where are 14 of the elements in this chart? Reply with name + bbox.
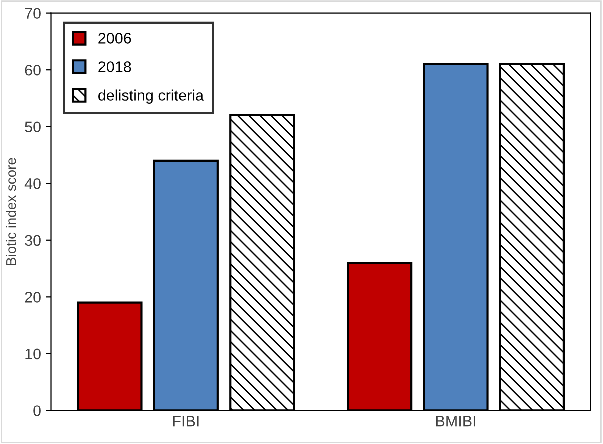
y-tick-label: 30 (25, 235, 41, 246)
y-tick-label: 0 (34, 406, 41, 416)
y-tick-label: 20 (25, 292, 41, 303)
legend-label: 2018 (98, 62, 132, 72)
y-axis-title: Biotic index score (6, 158, 16, 266)
y-tick-label: 70 (25, 8, 41, 20)
y-tick-label: 10 (26, 348, 41, 360)
x-tick-label: FIBI (173, 416, 199, 427)
legend-label: 2006 (98, 33, 132, 44)
y-tick-label: 60 (25, 64, 41, 76)
y-tick-label: 50 (25, 122, 41, 133)
y-tick-label: 40 (24, 178, 41, 190)
legend-label: delisting criteria (98, 90, 204, 104)
x-tick-label: BMIBI (436, 416, 476, 427)
